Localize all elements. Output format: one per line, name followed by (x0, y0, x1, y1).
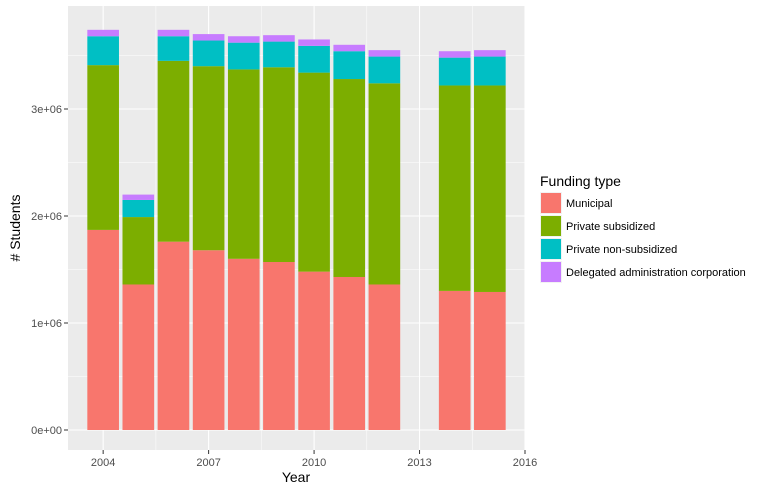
bar-segment (298, 45, 330, 73)
bar-segment (157, 241, 190, 430)
bar-segment (263, 67, 295, 263)
bar-segment (298, 72, 330, 272)
bar-segment (263, 35, 295, 42)
bar-segment (227, 42, 260, 70)
bar-segment (227, 258, 260, 430)
bar-segment (474, 50, 506, 57)
bar-segment (368, 284, 401, 430)
y-tick-label: 2e+06 (31, 211, 62, 223)
bar-segment (263, 262, 295, 430)
bar-segment (192, 250, 225, 430)
bar-segment (368, 50, 401, 57)
x-tick-label: 2004 (91, 457, 115, 469)
bar-segment (333, 79, 366, 277)
bar-segment (87, 36, 119, 66)
x-tick-label: 2016 (513, 457, 537, 469)
legend-title: Funding type (540, 173, 621, 189)
y-tick-label: 0e+00 (31, 425, 62, 437)
legend-label: Private subsidized (566, 221, 655, 233)
bar-segment (368, 83, 401, 285)
bar-segment (263, 41, 295, 68)
legend-key (541, 239, 561, 259)
x-axis: 2004 2007 2010 2013 2016 (91, 450, 537, 469)
legend-key (541, 216, 561, 236)
bar-segment (298, 271, 330, 430)
bar-segment (333, 44, 366, 52)
bar-segment (227, 69, 260, 259)
bar-segment (192, 34, 225, 41)
x-axis-title: Year (282, 469, 311, 485)
y-axis: 0e+00 1e+06 2e+06 3e+06 (31, 104, 68, 437)
bar-segment (87, 229, 119, 430)
bar-segment (298, 39, 330, 46)
bar-segment (438, 57, 471, 86)
bar-segment (474, 56, 506, 86)
x-tick-label: 2013 (407, 457, 431, 469)
legend-key (541, 193, 561, 213)
bar-segment (368, 56, 401, 84)
bar-segment (87, 65, 119, 230)
bar-segment (157, 60, 190, 242)
bar-segment (192, 66, 225, 251)
bar-segment (438, 85, 471, 291)
y-tick-label: 1e+06 (31, 318, 62, 330)
bar-segment (157, 36, 190, 61)
legend: Funding type Municipal Private subsidized… (540, 173, 746, 283)
y-axis-title: # Students (7, 195, 23, 262)
bar-segment (122, 217, 155, 285)
bar-segment (157, 29, 190, 37)
legend-label: Delegated administration corporation (566, 267, 746, 279)
bar-segment (474, 85, 506, 292)
bar-segment (122, 199, 155, 218)
x-tick-label: 2007 (196, 457, 220, 469)
bar-segment (192, 40, 225, 67)
y-tick-label: 3e+06 (31, 104, 62, 116)
legend-key (541, 262, 561, 282)
legend-label: Private non-subsidized (566, 244, 677, 256)
x-tick-label: 2010 (302, 457, 326, 469)
bar-segment (474, 291, 506, 430)
bar-segment (438, 290, 471, 430)
bar-segment (122, 284, 155, 430)
bar-segment (438, 51, 471, 58)
legend-label: Municipal (566, 198, 612, 210)
bar-segment (333, 51, 366, 80)
bar-segment (122, 194, 155, 200)
bar-segment (333, 276, 366, 430)
bar-segment (87, 29, 119, 37)
bars (87, 29, 506, 430)
bar-segment (227, 36, 260, 43)
